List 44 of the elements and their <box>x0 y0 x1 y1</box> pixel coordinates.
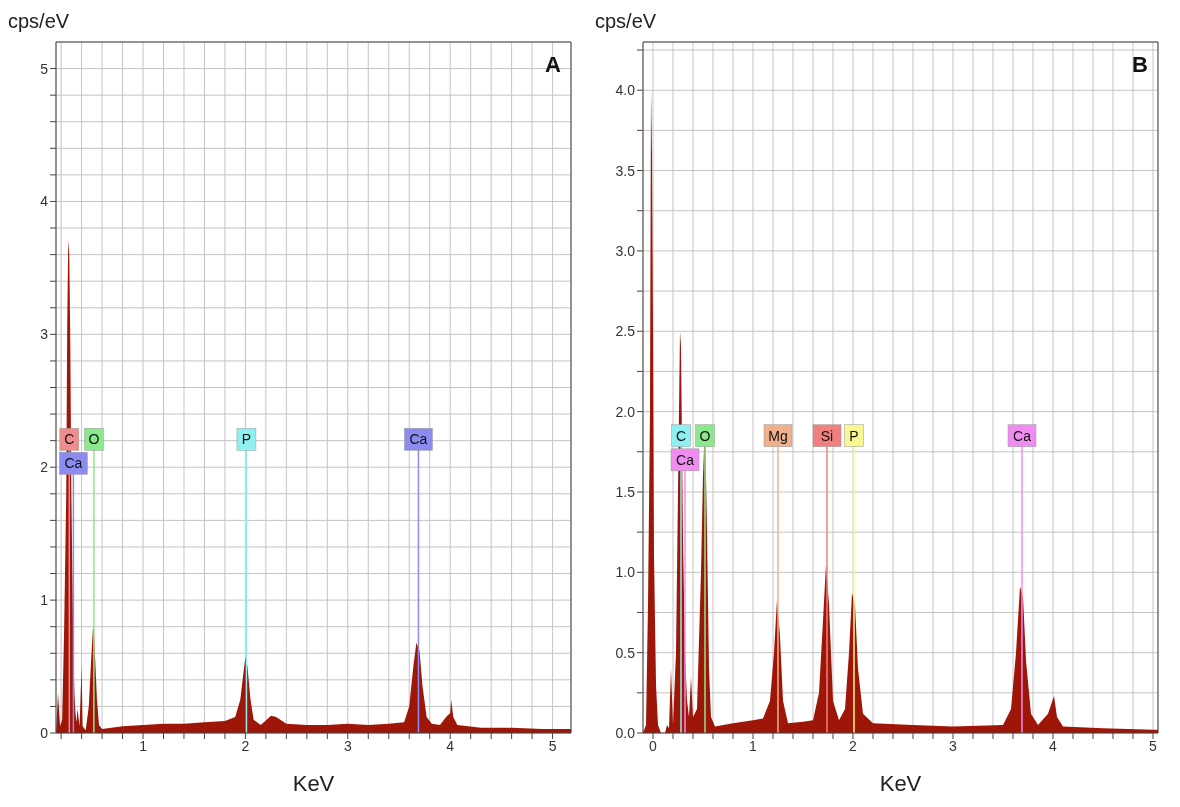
x-tick-label: 5 <box>1149 737 1158 754</box>
annotation: P <box>241 431 252 448</box>
y-tick-label: 0.0 <box>615 724 636 741</box>
x-tick-label: 4 <box>446 737 455 754</box>
annotation: Si <box>820 427 834 444</box>
x-axis-title: KeV <box>292 771 335 796</box>
annotation: O <box>699 427 711 444</box>
y-tick-label: 1.5 <box>615 483 636 500</box>
x-tick-label: 5 <box>548 737 557 754</box>
y-tick-label: 2 <box>40 459 49 476</box>
x-tick-label: 1 <box>139 737 148 754</box>
x-tick-label: 3 <box>949 737 958 754</box>
x-axis-title: KeV <box>879 771 922 796</box>
annotation: C <box>64 431 75 448</box>
annotation: Mg <box>768 427 788 444</box>
y-tick-label: 3.0 <box>615 242 636 259</box>
text: A <box>545 52 561 78</box>
annotation: P <box>849 427 859 444</box>
x-tick-label: 1 <box>749 737 758 754</box>
x-tick-label: 3 <box>343 737 352 754</box>
x-tick-label: 2 <box>241 737 250 754</box>
y-tick-label: 4.0 <box>615 82 636 99</box>
y-axis-title: cps/eV <box>595 10 657 33</box>
annotation: C <box>675 427 687 444</box>
annotation: O <box>88 431 100 448</box>
x-tick-label: 4 <box>1049 737 1058 754</box>
y-tick-label: 2.5 <box>615 323 636 340</box>
y-tick-label: 4 <box>40 193 49 210</box>
y-axis-title: cps/eV <box>8 10 70 33</box>
text: B <box>1132 52 1148 78</box>
y-tick-label: 0 <box>40 724 49 741</box>
y-tick-label: 5 <box>40 60 49 77</box>
y-tick-label: 3.5 <box>615 162 636 179</box>
annotation: Ca <box>676 451 695 468</box>
annotation: Ca <box>409 431 428 448</box>
annotation: Ca <box>64 455 83 472</box>
y-tick-label: 1.0 <box>615 564 636 581</box>
annotation: Ca <box>1013 427 1032 444</box>
y-tick-label: 1 <box>40 592 49 609</box>
x-tick-label: 0 <box>649 737 658 754</box>
y-tick-label: 2.0 <box>615 403 636 420</box>
y-tick-label: 0.5 <box>615 644 636 661</box>
y-tick-label: 3 <box>40 326 49 343</box>
x-tick-label: 2 <box>849 737 858 754</box>
